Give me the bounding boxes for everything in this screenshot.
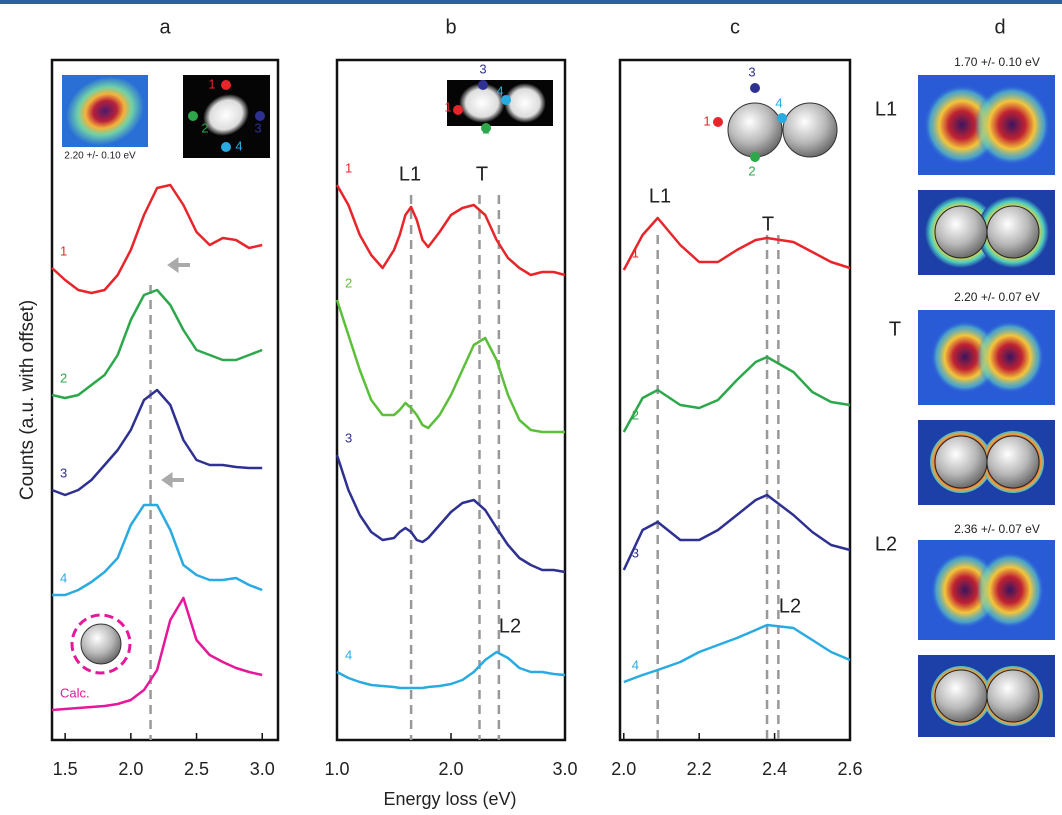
- inset-label: 1: [703, 113, 710, 128]
- panel-title: b: [445, 16, 456, 38]
- x-axis-label: Energy loss (eV): [383, 789, 516, 809]
- x-tick-label: 2.5: [184, 759, 209, 779]
- x-tick-label: 1.5: [53, 759, 78, 779]
- probe-dot: [750, 152, 760, 162]
- probe-dot: [481, 123, 491, 133]
- annotation: T: [762, 213, 774, 235]
- spectrum-line: [336, 650, 566, 690]
- plot-frame: [50, 58, 280, 742]
- series-label: 2: [345, 275, 352, 290]
- panel-title: a: [159, 16, 171, 38]
- annotation: L2: [779, 595, 801, 617]
- series-label: 2: [632, 407, 639, 422]
- x-tick-label: 2.0: [438, 759, 463, 779]
- series-label: 1: [632, 245, 639, 260]
- inset-label: 2: [201, 120, 208, 135]
- series-label: 3: [345, 430, 352, 445]
- inset-label: 2: [748, 163, 755, 178]
- mode-maps: [918, 75, 1055, 737]
- annotation: 2.20 +/- 0.10 eV: [64, 151, 136, 162]
- top-bar: [0, 0, 1062, 4]
- probe-dot: [221, 80, 231, 90]
- mode-label: L2: [875, 533, 897, 555]
- annotation: L2: [499, 615, 521, 637]
- spectrum-line: [51, 183, 263, 295]
- series-label: 3: [632, 545, 639, 560]
- mode-energy: 2.20 +/- 0.07 eV: [954, 290, 1040, 304]
- series-label: 4: [60, 570, 67, 585]
- inset-label: 2: [482, 121, 489, 136]
- probe-dot: [188, 111, 198, 121]
- probe-dot: [478, 80, 488, 90]
- x-tick-label: 2.0: [118, 759, 143, 779]
- annotation: L1: [649, 185, 671, 207]
- gray-arrows: [161, 257, 190, 488]
- mode-label: T: [889, 318, 901, 340]
- series-label: 2: [60, 370, 67, 385]
- x-tick-label: 2.0: [611, 759, 636, 779]
- annotation: L1: [399, 163, 421, 185]
- calc-sphere-icon: [70, 613, 132, 675]
- series-label: 1: [60, 243, 67, 258]
- spectrum-line: [623, 623, 851, 684]
- inset-heatmap: [62, 75, 148, 147]
- probe-dot: [501, 95, 511, 105]
- mode-label: L1: [875, 98, 897, 120]
- spectrum-line: [51, 388, 263, 497]
- inset-label: 4: [235, 138, 242, 153]
- spectrum-line: [622, 355, 851, 433]
- spectrum-line: [622, 493, 851, 571]
- probe-dot: [453, 105, 463, 115]
- inset-label: 3: [748, 64, 755, 79]
- x-tick-label: 1.0: [324, 759, 349, 779]
- panel-title: c: [730, 16, 740, 38]
- spectrum-line: [335, 184, 566, 277]
- probe-dot: [777, 113, 787, 123]
- panel-title: d: [994, 16, 1005, 38]
- inset-dimer-icon: [727, 102, 838, 158]
- spectrum-line: [52, 503, 263, 597]
- y-axis-label: Counts (a.u. with offset): [17, 300, 38, 500]
- probe-dot: [255, 111, 265, 121]
- inset-label: 3: [479, 61, 486, 76]
- spectrum-line: [335, 454, 566, 574]
- series-label: 1: [345, 160, 352, 175]
- inset-label: 4: [496, 83, 503, 98]
- spectrum-line: [622, 216, 851, 271]
- spectrum-line: [51, 288, 263, 400]
- probe-dot: [713, 117, 723, 127]
- series-label: Calc.: [60, 685, 90, 700]
- series-label: 4: [632, 657, 639, 672]
- spectrum-line: [51, 596, 263, 712]
- mode-energy: 1.70 +/- 0.10 eV: [954, 55, 1040, 69]
- inset-label: 1: [208, 76, 215, 91]
- x-tick-label: 3.0: [552, 759, 577, 779]
- inset-label: 3: [254, 120, 261, 135]
- probe-dot: [750, 83, 760, 93]
- spectrum-line: [335, 299, 565, 434]
- x-tick-label: 2.4: [762, 759, 787, 779]
- series-label: 4: [345, 647, 352, 662]
- x-tick-label: 2.2: [687, 759, 712, 779]
- inset-label: 4: [775, 95, 782, 110]
- annotation: T: [476, 163, 488, 185]
- x-tick-label: 2.6: [837, 759, 862, 779]
- plot-frame: [618, 58, 852, 742]
- x-tick-label: 3.0: [250, 759, 275, 779]
- probe-dot: [221, 142, 231, 152]
- inset-stem-image: [447, 80, 553, 126]
- inset-label: 1: [444, 99, 451, 114]
- mode-energy: 2.36 +/- 0.07 eV: [954, 522, 1040, 536]
- series-label: 3: [60, 465, 67, 480]
